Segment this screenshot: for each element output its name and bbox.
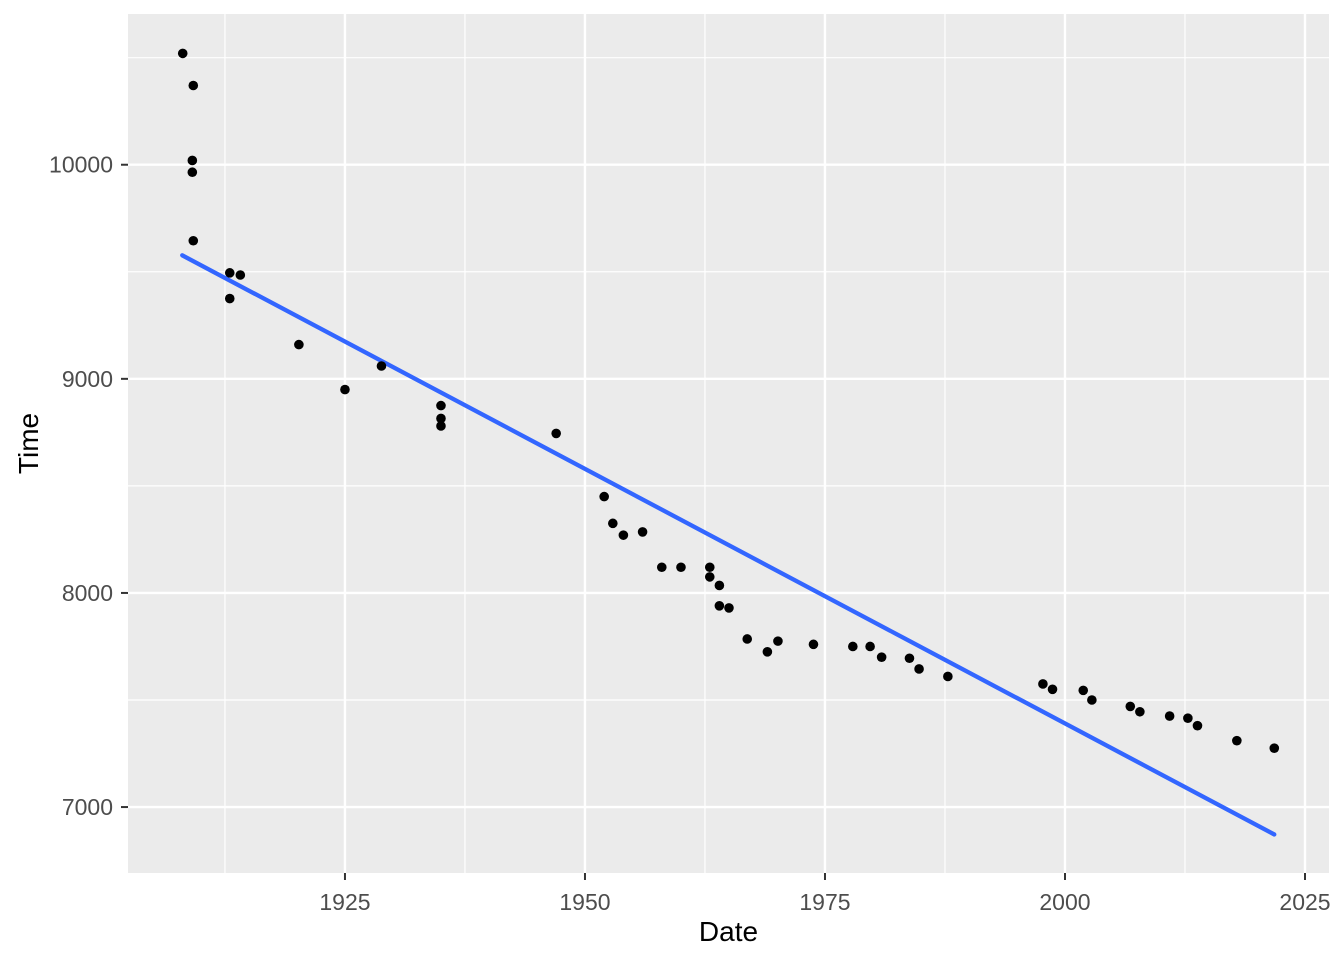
trend-line-layer: [180, 253, 1277, 837]
data-point: [762, 647, 773, 657]
data-point: [187, 167, 198, 178]
data-point: [599, 491, 609, 502]
y-axis-title: Time: [13, 413, 44, 474]
data-point: [1183, 713, 1193, 724]
x-axis-tick-label: 1925: [319, 889, 370, 915]
data-point: [904, 653, 915, 664]
axis-tick-marks: [121, 163, 1306, 880]
data-point: [1192, 720, 1203, 731]
data-point: [1038, 679, 1048, 689]
major-gridlines: [128, 14, 1329, 873]
data-point: [773, 636, 783, 646]
data-point: [294, 339, 304, 350]
data-points-layer: [177, 48, 1280, 753]
data-point: [376, 361, 387, 371]
y-axis-tick-label: 8000: [62, 580, 113, 606]
plot-panel-background: [128, 14, 1329, 873]
x-axis-title: Date: [699, 916, 758, 947]
data-point: [704, 572, 715, 582]
data-point: [235, 270, 246, 280]
data-point: [436, 400, 446, 411]
data-point: [714, 600, 725, 611]
data-point: [714, 580, 725, 591]
data-point: [340, 384, 350, 395]
data-point: [188, 80, 199, 91]
data-point: [742, 634, 753, 644]
data-point: [436, 421, 446, 431]
x-axis-tick-label: 2000: [1039, 889, 1090, 915]
data-point: [848, 641, 858, 652]
y-axis-tick-label: 7000: [62, 794, 113, 820]
data-point: [676, 562, 686, 573]
data-point: [724, 603, 734, 613]
y-axis-tick-label: 9000: [62, 366, 113, 392]
data-point: [865, 641, 875, 652]
data-point: [1135, 706, 1145, 717]
data-point: [188, 235, 199, 246]
linear-trend-line: [180, 253, 1277, 837]
data-point: [914, 664, 924, 674]
data-point: [187, 155, 198, 166]
data-point: [1164, 711, 1175, 721]
data-point: [1078, 685, 1089, 696]
minor-gridlines: [128, 14, 1329, 873]
data-point: [177, 48, 188, 59]
data-point: [1269, 743, 1280, 753]
y-axis-tick-labels: 7000 8000 9000 10000: [49, 152, 113, 820]
data-point: [224, 293, 235, 304]
x-axis-tick-labels: 1925 1950 1975 2000 2025: [319, 889, 1330, 915]
data-point: [436, 413, 446, 424]
data-point: [808, 639, 819, 650]
x-axis-tick-label: 1950: [559, 889, 610, 915]
data-point: [943, 671, 953, 682]
data-point: [876, 652, 887, 662]
data-point: [656, 562, 667, 573]
data-point: [551, 428, 561, 439]
data-point: [1125, 701, 1136, 712]
x-axis-tick-label: 2025: [1279, 889, 1330, 915]
y-axis-tick-label: 10000: [49, 152, 113, 178]
data-point: [224, 268, 235, 278]
data-point: [1087, 695, 1097, 705]
x-axis-tick-label: 1975: [799, 889, 850, 915]
data-point: [637, 527, 648, 537]
data-point: [1047, 684, 1058, 695]
data-point: [608, 518, 618, 529]
data-point: [1232, 735, 1242, 746]
data-point: [704, 562, 715, 573]
data-point: [618, 530, 629, 540]
